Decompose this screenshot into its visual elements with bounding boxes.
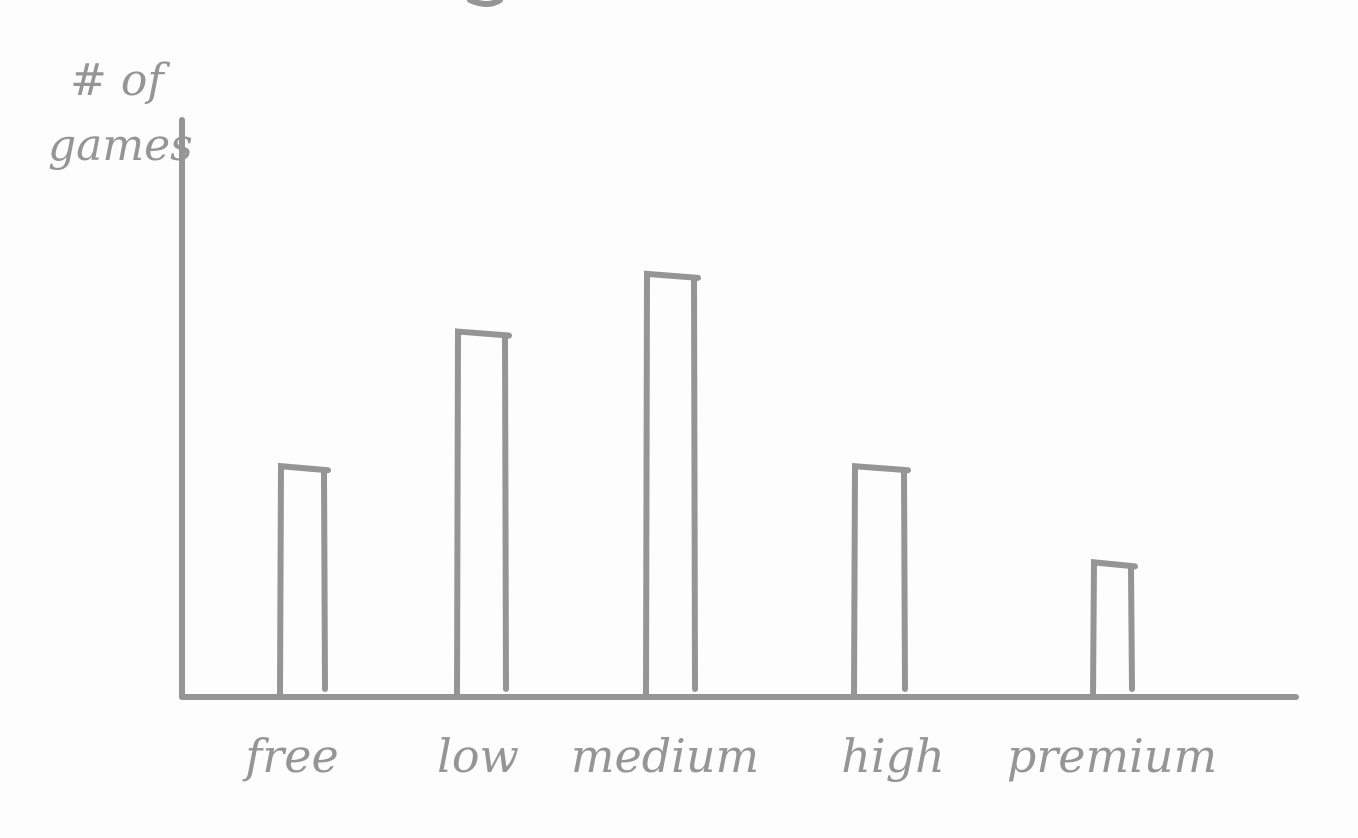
bar-premium (1090, 559, 1138, 698)
bar-medium (643, 270, 701, 698)
bar-low (454, 328, 512, 698)
x-tick-label-premium: premium (1007, 729, 1217, 783)
bar-free (277, 462, 331, 698)
y-axis-label-line-2: games (48, 120, 193, 171)
y-axis-label: # of games (48, 55, 193, 171)
x-tick-labels: free low medium high premium (242, 729, 1217, 783)
y-axis-label-line-1: # of (70, 55, 170, 106)
x-tick-label-high: high (841, 729, 944, 783)
x-tick-label-low: low (437, 729, 519, 783)
top-edge-scribble (467, 0, 503, 7)
x-tick-label-free: free (242, 729, 338, 783)
bar-high (851, 462, 911, 698)
bars-group (277, 270, 1138, 698)
x-tick-label-medium: medium (571, 729, 759, 783)
